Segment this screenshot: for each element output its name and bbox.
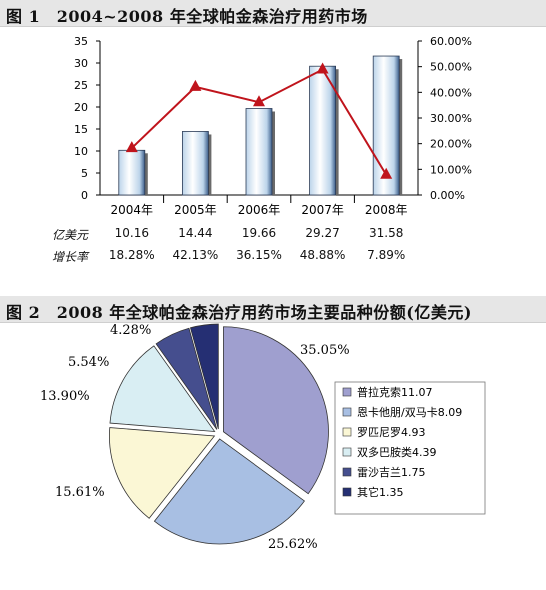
table-cell: 29.27 (305, 226, 340, 240)
table-cell: 18.28% (108, 248, 155, 262)
figure2-header: 图 2 2008 年全球帕金森治疗用药市场主要品种份额(亿美元) (0, 296, 546, 323)
table-cell: 48.88% (299, 248, 346, 262)
category-label: 2006年 (238, 203, 281, 217)
bar (181, 131, 209, 196)
y-tick-label-left: 0 (81, 189, 88, 202)
growth-rate-marker (253, 95, 265, 107)
category-label: 2004年 (111, 203, 154, 217)
slice-percent-label: 4.28% (110, 323, 151, 338)
y-tick-label-right: 60.00% (430, 35, 472, 48)
bar (309, 65, 337, 196)
pie-slice (153, 438, 305, 545)
category-label: 2005年 (174, 203, 217, 217)
bar-line-chart: 0 5 10 15 20 25 30 35 0.00% 10.00% 20.00% 30.00% 40.… (74, 35, 472, 217)
figure2-title: 图 2 2008 年全球帕金森治疗用药市场主要品种份额(亿美元) (6, 303, 472, 322)
slice-percent-label: 13.90% (40, 389, 90, 404)
y-tick-label-left: 30 (74, 57, 88, 70)
legend-swatch (342, 467, 352, 477)
y-tick-label-left: 25 (74, 79, 88, 92)
table-cell: 19.66 (241, 226, 277, 240)
pie-slice (155, 327, 218, 430)
y-tick-label-left: 10 (74, 145, 88, 158)
growth-rate-marker (380, 167, 393, 179)
table-row2-label: 增长率 (52, 250, 89, 264)
y-tick-label-left: 15 (74, 123, 88, 136)
y-tick-label-right: 50.00% (430, 61, 472, 74)
table-cell: 36.15% (236, 248, 282, 262)
y-tick-label-left: 35 (74, 35, 88, 48)
y-tick-label-right: 0.00% (430, 189, 465, 202)
legend-label: 其它1.35 (357, 485, 404, 499)
legend-swatch (342, 447, 352, 457)
bar (245, 108, 273, 196)
table-cell: 7.89% (367, 248, 406, 262)
pie-slice (109, 427, 216, 519)
slice-percent-label: 35.05% (300, 343, 350, 358)
y-tick-label-left: 5 (81, 167, 88, 180)
category-label: 2007年 (301, 203, 344, 217)
pie-slice (189, 323, 219, 430)
category-label: 2008年 (365, 203, 408, 217)
growth-rate-marker (125, 141, 138, 153)
legend-swatch (342, 487, 352, 497)
legend-label: 双多巴胺类4.39 (357, 445, 437, 459)
legend-label: 普拉克索11.07 (357, 385, 433, 399)
slice-percent-label: 25.62% (268, 537, 318, 552)
legend-label: 罗匹尼罗4.93 (357, 426, 426, 439)
legend-swatch (342, 407, 352, 417)
table-cell: 14.44 (178, 226, 213, 240)
figure1-title: 图 1 2004~2008 年全球帕金森治疗用药市场 (6, 7, 368, 26)
y-tick-label-left: 20 (74, 101, 88, 114)
growth-rate-marker (316, 62, 329, 74)
slice-percent-label: 15.61% (55, 485, 105, 500)
table-row1-label: 亿美元 (52, 228, 89, 242)
y-tick-label-right: 10.00% (430, 163, 472, 176)
pie-slice (223, 326, 329, 495)
y-tick-label-right: 20.00% (430, 138, 472, 151)
y-tick-label-right: 30.00% (430, 112, 472, 125)
pie-chart: 35.05% 25.62% 15.61% 13.90% 5.54% 4.28% 普拉克索11… (40, 323, 486, 552)
legend-swatch (342, 387, 352, 397)
table-cell: 31.58 (369, 226, 404, 240)
table-cell: 42.13% (172, 248, 219, 262)
legend-swatch (342, 427, 352, 437)
figure1-header: 图 1 2004~2008 年全球帕金森治疗用药市场 (0, 0, 546, 27)
pie-slice (109, 345, 216, 432)
y-tick-label-right: 40.00% (430, 86, 472, 99)
bar (118, 149, 146, 196)
legend-box (334, 381, 486, 515)
legend-label: 雷沙吉兰1.75 (357, 466, 426, 479)
table-cell: 10.16 (114, 226, 149, 240)
legend-label: 恩卡他朋/双马卡8.09 (357, 406, 462, 419)
growth-rate-marker (189, 79, 202, 91)
slice-percent-label: 5.54% (68, 355, 109, 370)
